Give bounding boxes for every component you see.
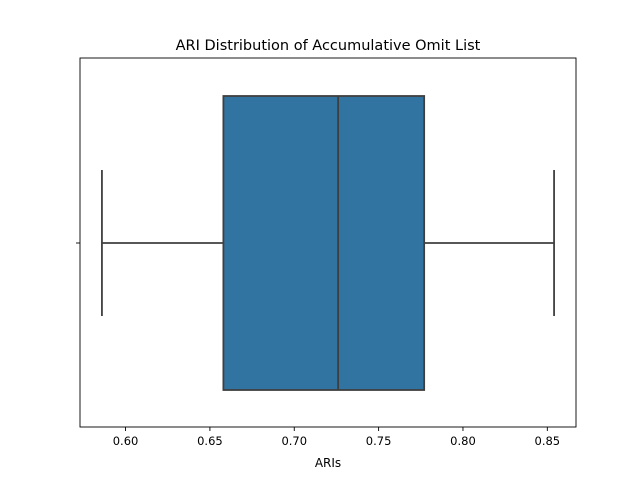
x-axis: 0.60 0.65 0.70 0.75 0.80 0.85 [113, 427, 560, 448]
x-axis-label: ARIs [315, 456, 341, 470]
x-tick-label: 0.75 [366, 434, 392, 448]
x-tick-label: 0.70 [281, 434, 307, 448]
x-tick-label: 0.80 [450, 434, 476, 448]
box-iqr [222, 95, 426, 391]
chart-title: ARI Distribution of Accumulative Omit Li… [176, 38, 481, 54]
plot-area [76, 57, 577, 428]
axes-frame [79, 57, 577, 428]
x-tick-label: 0.85 [535, 434, 561, 448]
x-tick-label: 0.65 [197, 434, 223, 448]
x-tick-label: 0.60 [113, 434, 139, 448]
